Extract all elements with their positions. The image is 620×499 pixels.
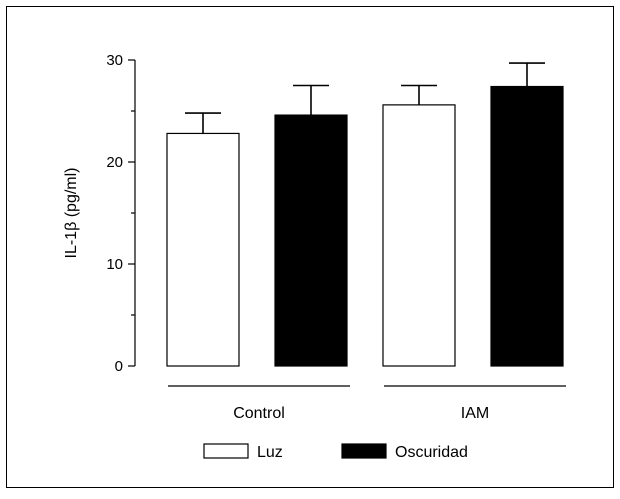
legend-label: Oscuridad — [395, 444, 468, 461]
bar-control-luz — [166, 132, 240, 367]
y-tick-label: 20 — [106, 154, 123, 171]
figure-border — [6, 6, 614, 488]
y-ticks: 0 10 20 30 — [106, 52, 135, 375]
bar-control-oscuridad — [274, 114, 348, 367]
legend-label: Luz — [257, 444, 283, 461]
bar-iam-oscuridad — [490, 85, 564, 367]
y-axis-title: IL-1β (pg/ml) — [63, 168, 80, 259]
bars — [166, 62, 564, 367]
bar-iam-luz — [382, 104, 456, 367]
legend-swatch-oscuridad — [341, 443, 387, 459]
y-tick-label: 30 — [106, 52, 123, 69]
legend-swatch-luz — [203, 443, 249, 459]
legend: Luz Oscuridad — [203, 443, 468, 461]
category-groups: Control IAM — [168, 385, 566, 422]
y-tick-label: 0 — [115, 358, 123, 375]
x-category-label: Control — [233, 405, 285, 422]
y-tick-label: 10 — [106, 256, 123, 273]
x-category-label: IAM — [461, 405, 489, 422]
